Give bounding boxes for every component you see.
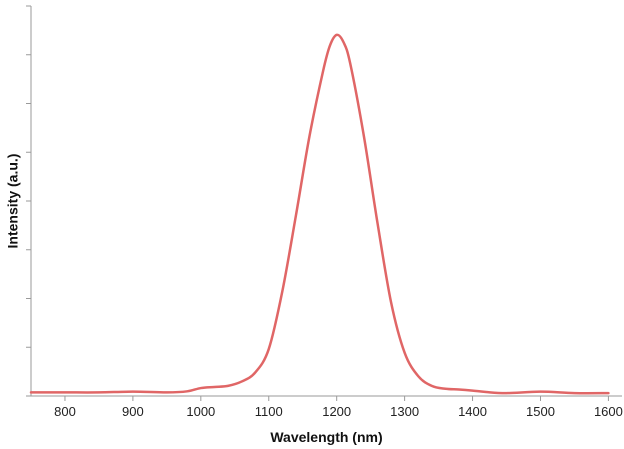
x-tick-label: 800 [54,404,76,419]
y-axis-title: Intensity (a.u.) [5,154,21,249]
x-axis: 800 900 1000 1100 1200 1300 1400 1500 1600 [31,395,623,419]
x-tick-label: 1000 [186,404,215,419]
series-group [29,33,610,395]
x-tick-label: 1400 [458,404,487,419]
x-axis-title: Wavelength (nm) [270,429,382,445]
x-tick-label: 1500 [526,404,555,419]
y-axis [26,5,32,397]
x-tick-label: 1300 [390,404,419,419]
x-tick-label: 1100 [255,404,283,419]
x-tick-label: 900 [122,404,144,419]
x-tick-label: 1200 [322,404,351,419]
series-line-0 [29,33,610,395]
x-tick-label: 1600 [594,404,623,419]
